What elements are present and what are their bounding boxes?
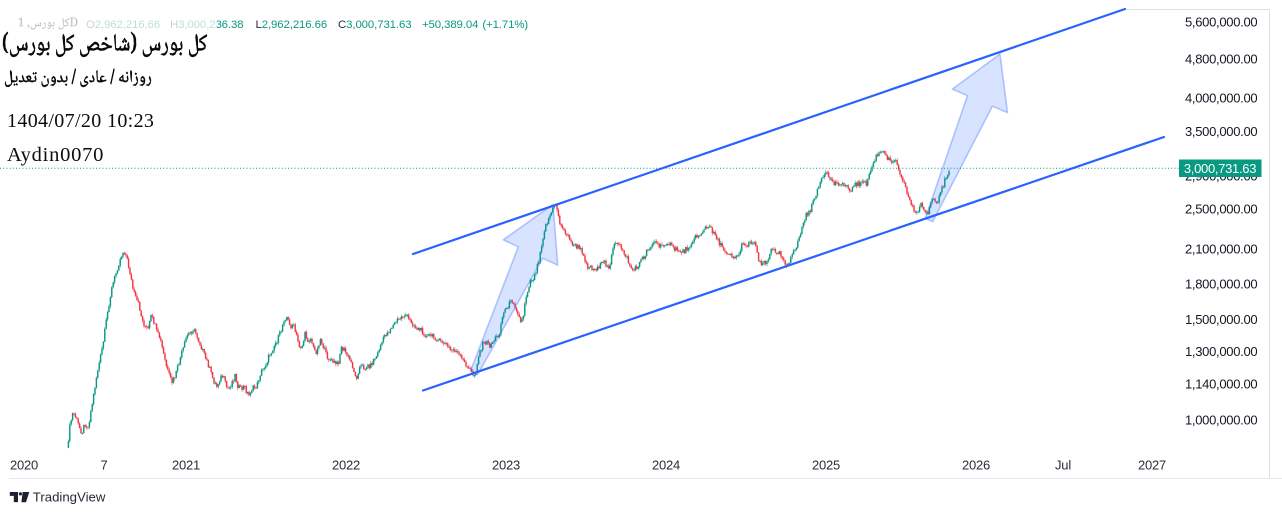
svg-text:1,500,000.00: 1,500,000.00 xyxy=(1185,312,1257,327)
svg-text:4,800,000.00: 4,800,000.00 xyxy=(1185,52,1257,67)
svg-text:2,500,000.00: 2,500,000.00 xyxy=(1185,202,1257,217)
svg-text:1,300,000.00: 1,300,000.00 xyxy=(1185,344,1257,359)
svg-text:Aydin0070: Aydin0070 xyxy=(7,144,104,166)
svg-text:1,800,000.00: 1,800,000.00 xyxy=(1185,277,1257,292)
svg-text:2021: 2021 xyxy=(172,458,200,473)
svg-text:2022: 2022 xyxy=(332,458,360,473)
svg-text:2024: 2024 xyxy=(652,458,680,473)
svg-text:2,100,000.00: 2,100,000.00 xyxy=(1185,242,1257,257)
svg-text:Jul: Jul xyxy=(1055,458,1071,473)
svg-text:2025: 2025 xyxy=(812,458,840,473)
svg-text:1,140,000.00: 1,140,000.00 xyxy=(1185,377,1257,392)
svg-text:2020: 2020 xyxy=(10,458,38,473)
svg-text:2026: 2026 xyxy=(962,458,990,473)
svg-text:7: 7 xyxy=(100,458,107,473)
svg-text:1,000,000.00: 1,000,000.00 xyxy=(1185,413,1257,428)
svg-text:4,000,000.00: 4,000,000.00 xyxy=(1185,91,1257,106)
svg-text:3,500,000.00: 3,500,000.00 xyxy=(1185,124,1257,139)
svg-text:2023: 2023 xyxy=(492,458,520,473)
svg-text:5,600,000.00: 5,600,000.00 xyxy=(1185,15,1257,30)
svg-text:3,000,731.63: 3,000,731.63 xyxy=(1184,161,1256,176)
svg-text:1404/07/20 10:23: 1404/07/20 10:23 xyxy=(7,110,154,132)
svg-text:TradingView: TradingView xyxy=(33,490,106,505)
svg-text:2027: 2027 xyxy=(1138,458,1166,473)
